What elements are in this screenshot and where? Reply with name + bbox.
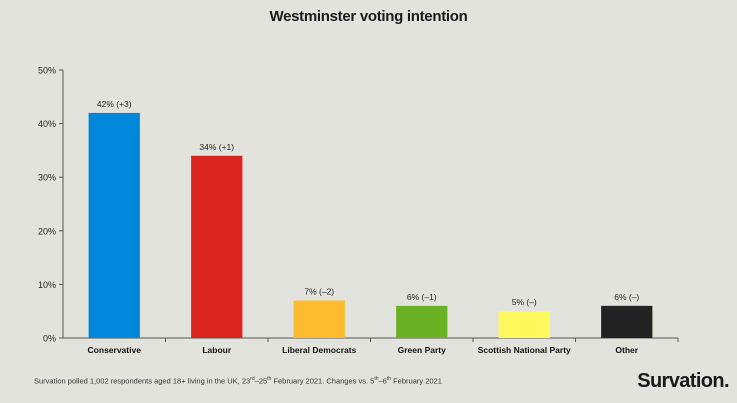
data-label: 7% (–2) [304, 286, 334, 296]
x-tick-label: Green Party [398, 345, 446, 355]
data-label: 42% (+3) [97, 99, 132, 109]
x-tick-label: Other [615, 345, 638, 355]
bar [396, 305, 448, 338]
y-tick-label: 50% [38, 66, 56, 76]
footnote-text: –25 [254, 376, 268, 386]
data-label: 6% (–1) [407, 292, 437, 302]
footnote-text: Survation polled 1,002 respondents aged … [34, 376, 251, 386]
footnote: Survation polled 1,002 respondents aged … [34, 376, 442, 386]
footnote-superscript: rd [250, 376, 255, 382]
bar [88, 112, 140, 338]
bar [498, 311, 550, 338]
bar [191, 155, 243, 338]
y-tick-label: 10% [38, 280, 56, 290]
data-label: 5% (–) [512, 297, 537, 307]
data-label: 34% (+1) [199, 142, 234, 152]
bar [293, 300, 345, 338]
x-tick-label: Labour [202, 345, 231, 355]
data-label: 6% (–) [614, 292, 639, 302]
footnote-superscript: th [267, 376, 272, 382]
footnote-text: –6 [378, 376, 387, 386]
y-tick-label: 30% [38, 173, 56, 183]
footnote-superscript: th [374, 376, 379, 382]
x-tick-label: Conservative [88, 345, 142, 355]
chart-title: Westminster voting intention [269, 8, 468, 25]
bar [601, 305, 653, 338]
y-tick-label: 0% [43, 334, 56, 344]
x-tick-label: Scottish National Party [478, 345, 571, 355]
x-tick-label: Liberal Democrats [282, 345, 356, 355]
footnote-text: February 2021. Changes vs. 5 [271, 376, 375, 386]
y-tick-label: 40% [38, 119, 56, 129]
footnote-superscript: th [386, 376, 392, 382]
footnote-text: February 2021 [391, 376, 442, 386]
survation-logo: Survation. [637, 370, 729, 392]
y-tick-label: 20% [38, 226, 56, 236]
